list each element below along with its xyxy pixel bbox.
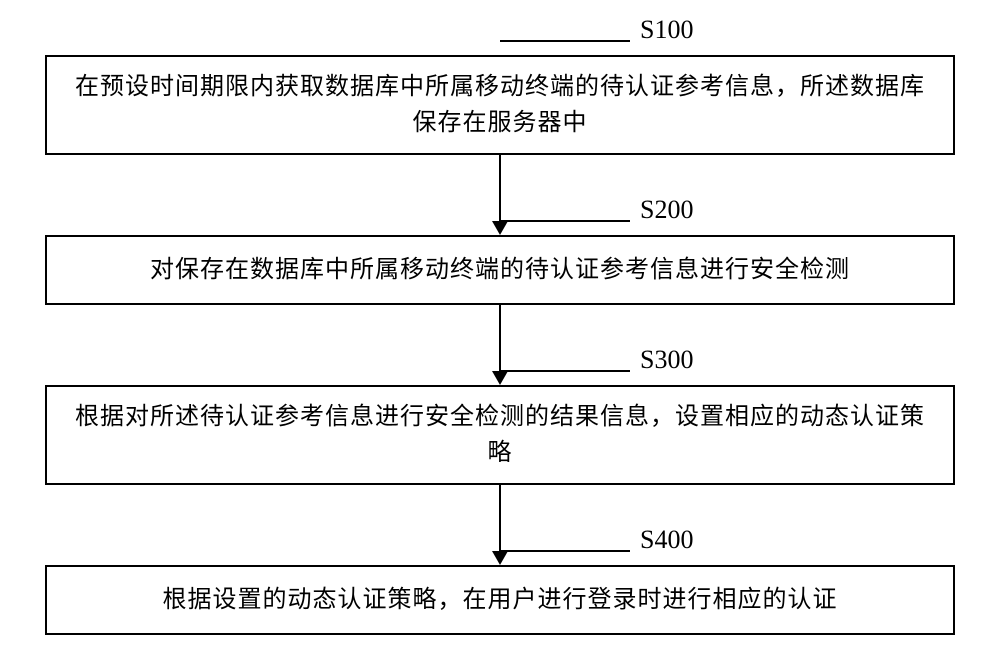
step-label-s400: S400	[640, 525, 693, 555]
flowchart-canvas: S100 在预设时间期限内获取数据库中所属移动终端的待认证参考信息，所述数据库保…	[0, 0, 1000, 654]
arrow-head-1	[492, 221, 508, 235]
step-label-s300: S300	[640, 345, 693, 375]
step-text-s100: 在预设时间期限内获取数据库中所属移动终端的待认证参考信息，所述数据库保存在服务器…	[67, 69, 933, 141]
leader-line-s300	[500, 370, 630, 372]
step-text-s200: 对保存在数据库中所属移动终端的待认证参考信息进行安全检测	[150, 252, 850, 288]
step-label-s100: S100	[640, 15, 693, 45]
step-box-s200: 对保存在数据库中所属移动终端的待认证参考信息进行安全检测	[45, 235, 955, 305]
step-box-s400: 根据设置的动态认证策略，在用户进行登录时进行相应的认证	[45, 565, 955, 635]
step-text-s400: 根据设置的动态认证策略，在用户进行登录时进行相应的认证	[163, 582, 838, 618]
arrow-line-3	[499, 485, 501, 551]
arrow-line-1	[499, 155, 501, 221]
step-box-s300: 根据对所述待认证参考信息进行安全检测的结果信息，设置相应的动态认证策略	[45, 385, 955, 485]
leader-line-s400	[500, 550, 630, 552]
step-text-s300: 根据对所述待认证参考信息进行安全检测的结果信息，设置相应的动态认证策略	[67, 399, 933, 471]
leader-line-s200	[500, 220, 630, 222]
arrow-head-3	[492, 551, 508, 565]
arrow-line-2	[499, 305, 501, 371]
step-label-s200: S200	[640, 195, 693, 225]
arrow-head-2	[492, 371, 508, 385]
step-box-s100: 在预设时间期限内获取数据库中所属移动终端的待认证参考信息，所述数据库保存在服务器…	[45, 55, 955, 155]
leader-line-s100	[500, 40, 630, 42]
